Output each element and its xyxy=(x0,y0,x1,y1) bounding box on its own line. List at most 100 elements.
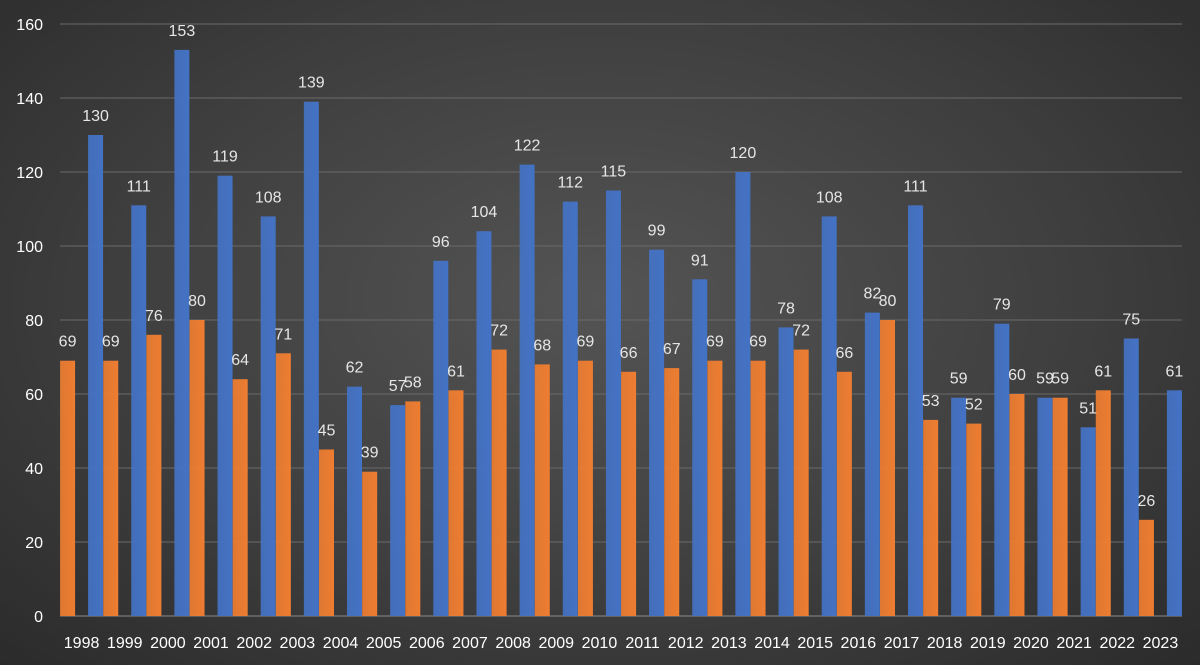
bar-orange-2008 xyxy=(491,349,507,616)
data-label: 53 xyxy=(922,393,940,410)
data-label: 104 xyxy=(471,204,498,221)
data-label: 60 xyxy=(1008,367,1026,384)
bar-orange-2017 xyxy=(880,320,895,616)
data-label: 96 xyxy=(432,234,450,251)
y-tick-label: 0 xyxy=(34,609,43,626)
x-tick-label: 1998 xyxy=(64,635,100,652)
data-label: 59 xyxy=(950,371,968,388)
data-label: 39 xyxy=(361,445,379,462)
data-label: 82 xyxy=(863,286,881,303)
x-tick-label: 2009 xyxy=(538,635,574,652)
data-label: 66 xyxy=(835,345,853,362)
data-label: 62 xyxy=(346,360,364,377)
data-label: 99 xyxy=(648,223,666,240)
x-tick-label: 2013 xyxy=(711,635,747,652)
data-label: 119 xyxy=(212,149,238,166)
data-label: 69 xyxy=(577,334,595,351)
x-tick-label: 2001 xyxy=(193,635,229,652)
x-tick-label: 2017 xyxy=(884,635,920,652)
bar-blue-2010 xyxy=(605,190,621,616)
bar-blue-1998 xyxy=(88,135,104,616)
bar-orange-2010 xyxy=(577,360,593,616)
x-tick-label: 2014 xyxy=(754,635,790,652)
data-label: 91 xyxy=(691,252,709,269)
data-label: 61 xyxy=(1094,363,1112,380)
data-label: 78 xyxy=(777,300,795,317)
bar-blue-1999 xyxy=(131,205,147,617)
x-tick-label: 2021 xyxy=(1056,635,1092,652)
data-label: 52 xyxy=(965,397,983,414)
data-label: 120 xyxy=(730,145,757,162)
bar-orange-2001 xyxy=(189,320,205,616)
x-tick-label: 2000 xyxy=(150,635,186,652)
data-label: 69 xyxy=(59,334,77,351)
bar-orange-2006 xyxy=(405,401,421,616)
data-label: 108 xyxy=(255,189,282,206)
bar-orange-2009 xyxy=(534,364,550,616)
x-tick-label: 2012 xyxy=(668,635,704,652)
bar-blue-2003 xyxy=(303,101,319,616)
data-label: 130 xyxy=(82,108,109,125)
data-label: 75 xyxy=(1122,312,1140,329)
bar-blue-2011 xyxy=(649,249,665,616)
bar-orange-2011 xyxy=(621,371,637,616)
bar-blue-2005 xyxy=(390,405,406,616)
bar-orange-2021 xyxy=(1052,397,1068,616)
x-tick-label: 2022 xyxy=(1099,635,1135,652)
bar-blue-2001 xyxy=(217,175,233,616)
data-label: 69 xyxy=(749,334,767,351)
bar-orange-2012 xyxy=(664,368,680,616)
bar-blue-2009 xyxy=(562,201,578,616)
data-label: 59 xyxy=(1036,371,1054,388)
bar-blue-2008 xyxy=(519,164,535,616)
data-label: 79 xyxy=(993,297,1011,314)
data-label: 26 xyxy=(1138,493,1156,510)
bar-blue-2014 xyxy=(778,327,794,616)
data-labels: 69 130 69 111 76 153 80 119 64 108 71 139 45 62 39 5758… xyxy=(59,23,1184,510)
data-label: 51 xyxy=(1079,400,1097,417)
bar-orange-2007 xyxy=(448,390,464,616)
data-label: 72 xyxy=(792,323,810,340)
bar-blue-2002 xyxy=(260,216,276,616)
bar-blue-2023 xyxy=(1166,390,1182,616)
x-tick-label: 2019 xyxy=(970,635,1006,652)
y-tick-label: 40 xyxy=(25,461,43,478)
x-tick-label: 2002 xyxy=(236,635,272,652)
x-tick-label: 2006 xyxy=(409,635,445,652)
bars xyxy=(60,49,1182,617)
x-tick-label: 2011 xyxy=(625,635,660,652)
data-label: 76 xyxy=(145,308,163,325)
data-label: 69 xyxy=(706,334,724,351)
data-label: 45 xyxy=(318,423,336,440)
bar-orange-2000 xyxy=(146,334,162,616)
x-tick-label: 2016 xyxy=(841,635,877,652)
bar-orange-2003 xyxy=(275,353,291,616)
x-tick-label: 2008 xyxy=(495,635,531,652)
x-tick-label: 2020 xyxy=(1013,635,1049,652)
data-label: 122 xyxy=(514,138,541,155)
data-label: 111 xyxy=(903,178,927,195)
x-tick-label: 2015 xyxy=(797,635,833,652)
bar-blue-2012 xyxy=(692,279,708,616)
data-label: 153 xyxy=(169,23,196,40)
x-tick-label: 2005 xyxy=(366,635,402,652)
data-label: 68 xyxy=(533,337,551,354)
x-tick-label: 2004 xyxy=(323,635,359,652)
bar-orange-1999 xyxy=(103,360,119,616)
x-axis: 1998 1999 2000 2001 2002 2003 2004 2005 2006 2007… xyxy=(64,635,1179,652)
bar-orange-2023 xyxy=(1138,519,1154,616)
data-label: 108 xyxy=(816,189,843,206)
data-label: 139 xyxy=(298,75,325,92)
bar-blue-2017 xyxy=(908,205,923,617)
bar-blue-2007 xyxy=(476,231,492,616)
data-label: 58 xyxy=(404,374,422,391)
data-label: 61 xyxy=(1166,363,1184,380)
data-label: 80 xyxy=(879,293,897,310)
x-tick-label: 2023 xyxy=(1143,635,1179,652)
y-tick-label: 120 xyxy=(16,165,43,182)
y-tick-label: 100 xyxy=(16,239,43,256)
bar-orange-2020 xyxy=(1009,394,1025,616)
bar-blue-2013 xyxy=(735,172,751,616)
